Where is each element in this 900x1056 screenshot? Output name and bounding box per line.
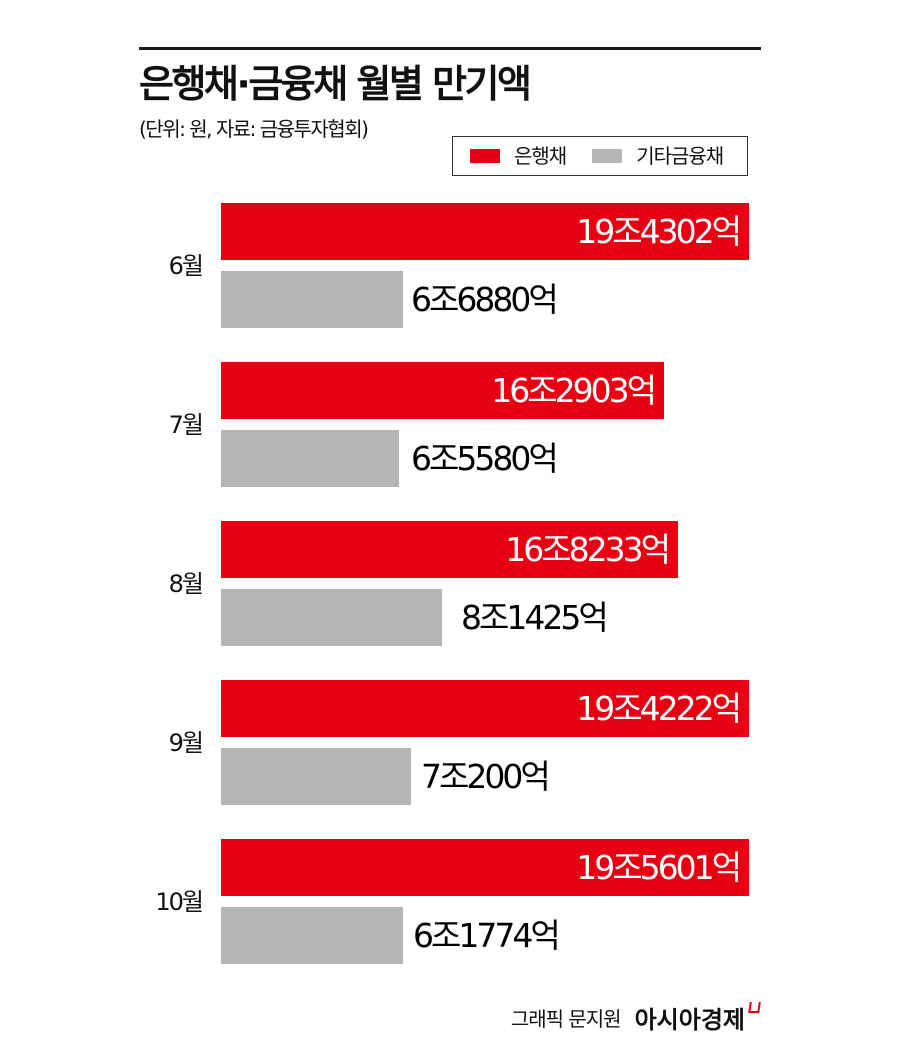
legend: 은행채 기타금융채	[452, 136, 748, 176]
bar-bank-bonds: 19조5601억	[221, 839, 749, 896]
month-label: 10월	[155, 888, 204, 916]
legend-label: 은행채	[514, 144, 567, 168]
brand-mark-icon	[748, 1002, 761, 1013]
legend-label: 기타금융채	[636, 144, 724, 168]
bar-bank-bonds: 16조8233억	[221, 521, 678, 578]
legend-item-other-financial-bonds: 기타금융채	[592, 144, 724, 168]
chart-title: 은행채·금융채 월별 만기액	[139, 62, 532, 106]
footer-credit: 그래픽 문지원 아시아경제	[510, 1000, 761, 1035]
chart-subtitle: (단위: 원, 자료: 금융투자협회)	[139, 117, 369, 141]
bar-value: 16조8233억	[505, 530, 671, 569]
bar-other-bonds	[221, 907, 403, 964]
bar-value: 19조4222억	[576, 689, 742, 728]
month-label: 7월	[168, 411, 204, 439]
bar-value: 6조1774억	[413, 916, 561, 955]
bar-value: 8조1425억	[461, 598, 609, 637]
bar-value: 7조200억	[421, 757, 551, 796]
bar-bank-bonds: 19조4302억	[221, 203, 749, 260]
bar-other-bonds	[221, 271, 403, 328]
legend-item-bank-bonds: 은행채	[470, 144, 567, 168]
month-label: 9월	[168, 729, 204, 757]
bar-value: 16조2903억	[491, 371, 657, 410]
bar-other-bonds	[221, 748, 411, 805]
brand-logo-text: 아시아경제	[634, 1006, 745, 1034]
month-label: 6월	[168, 252, 204, 280]
top-rule	[139, 47, 761, 50]
legend-swatch-gray	[592, 149, 623, 163]
bar-bank-bonds: 19조4222억	[221, 680, 749, 737]
bar-value: 19조5601억	[576, 848, 742, 887]
month-label: 8월	[168, 570, 204, 598]
bar-other-bonds	[221, 430, 399, 487]
bar-value: 19조4302억	[576, 212, 742, 251]
graphic-credit: 그래픽 문지원	[510, 1007, 622, 1031]
bar-value: 6조5580억	[411, 439, 559, 478]
legend-swatch-red	[470, 149, 500, 163]
bar-value: 6조6880억	[411, 280, 559, 319]
bar-bank-bonds: 16조2903억	[221, 362, 664, 419]
bar-other-bonds	[221, 589, 442, 646]
